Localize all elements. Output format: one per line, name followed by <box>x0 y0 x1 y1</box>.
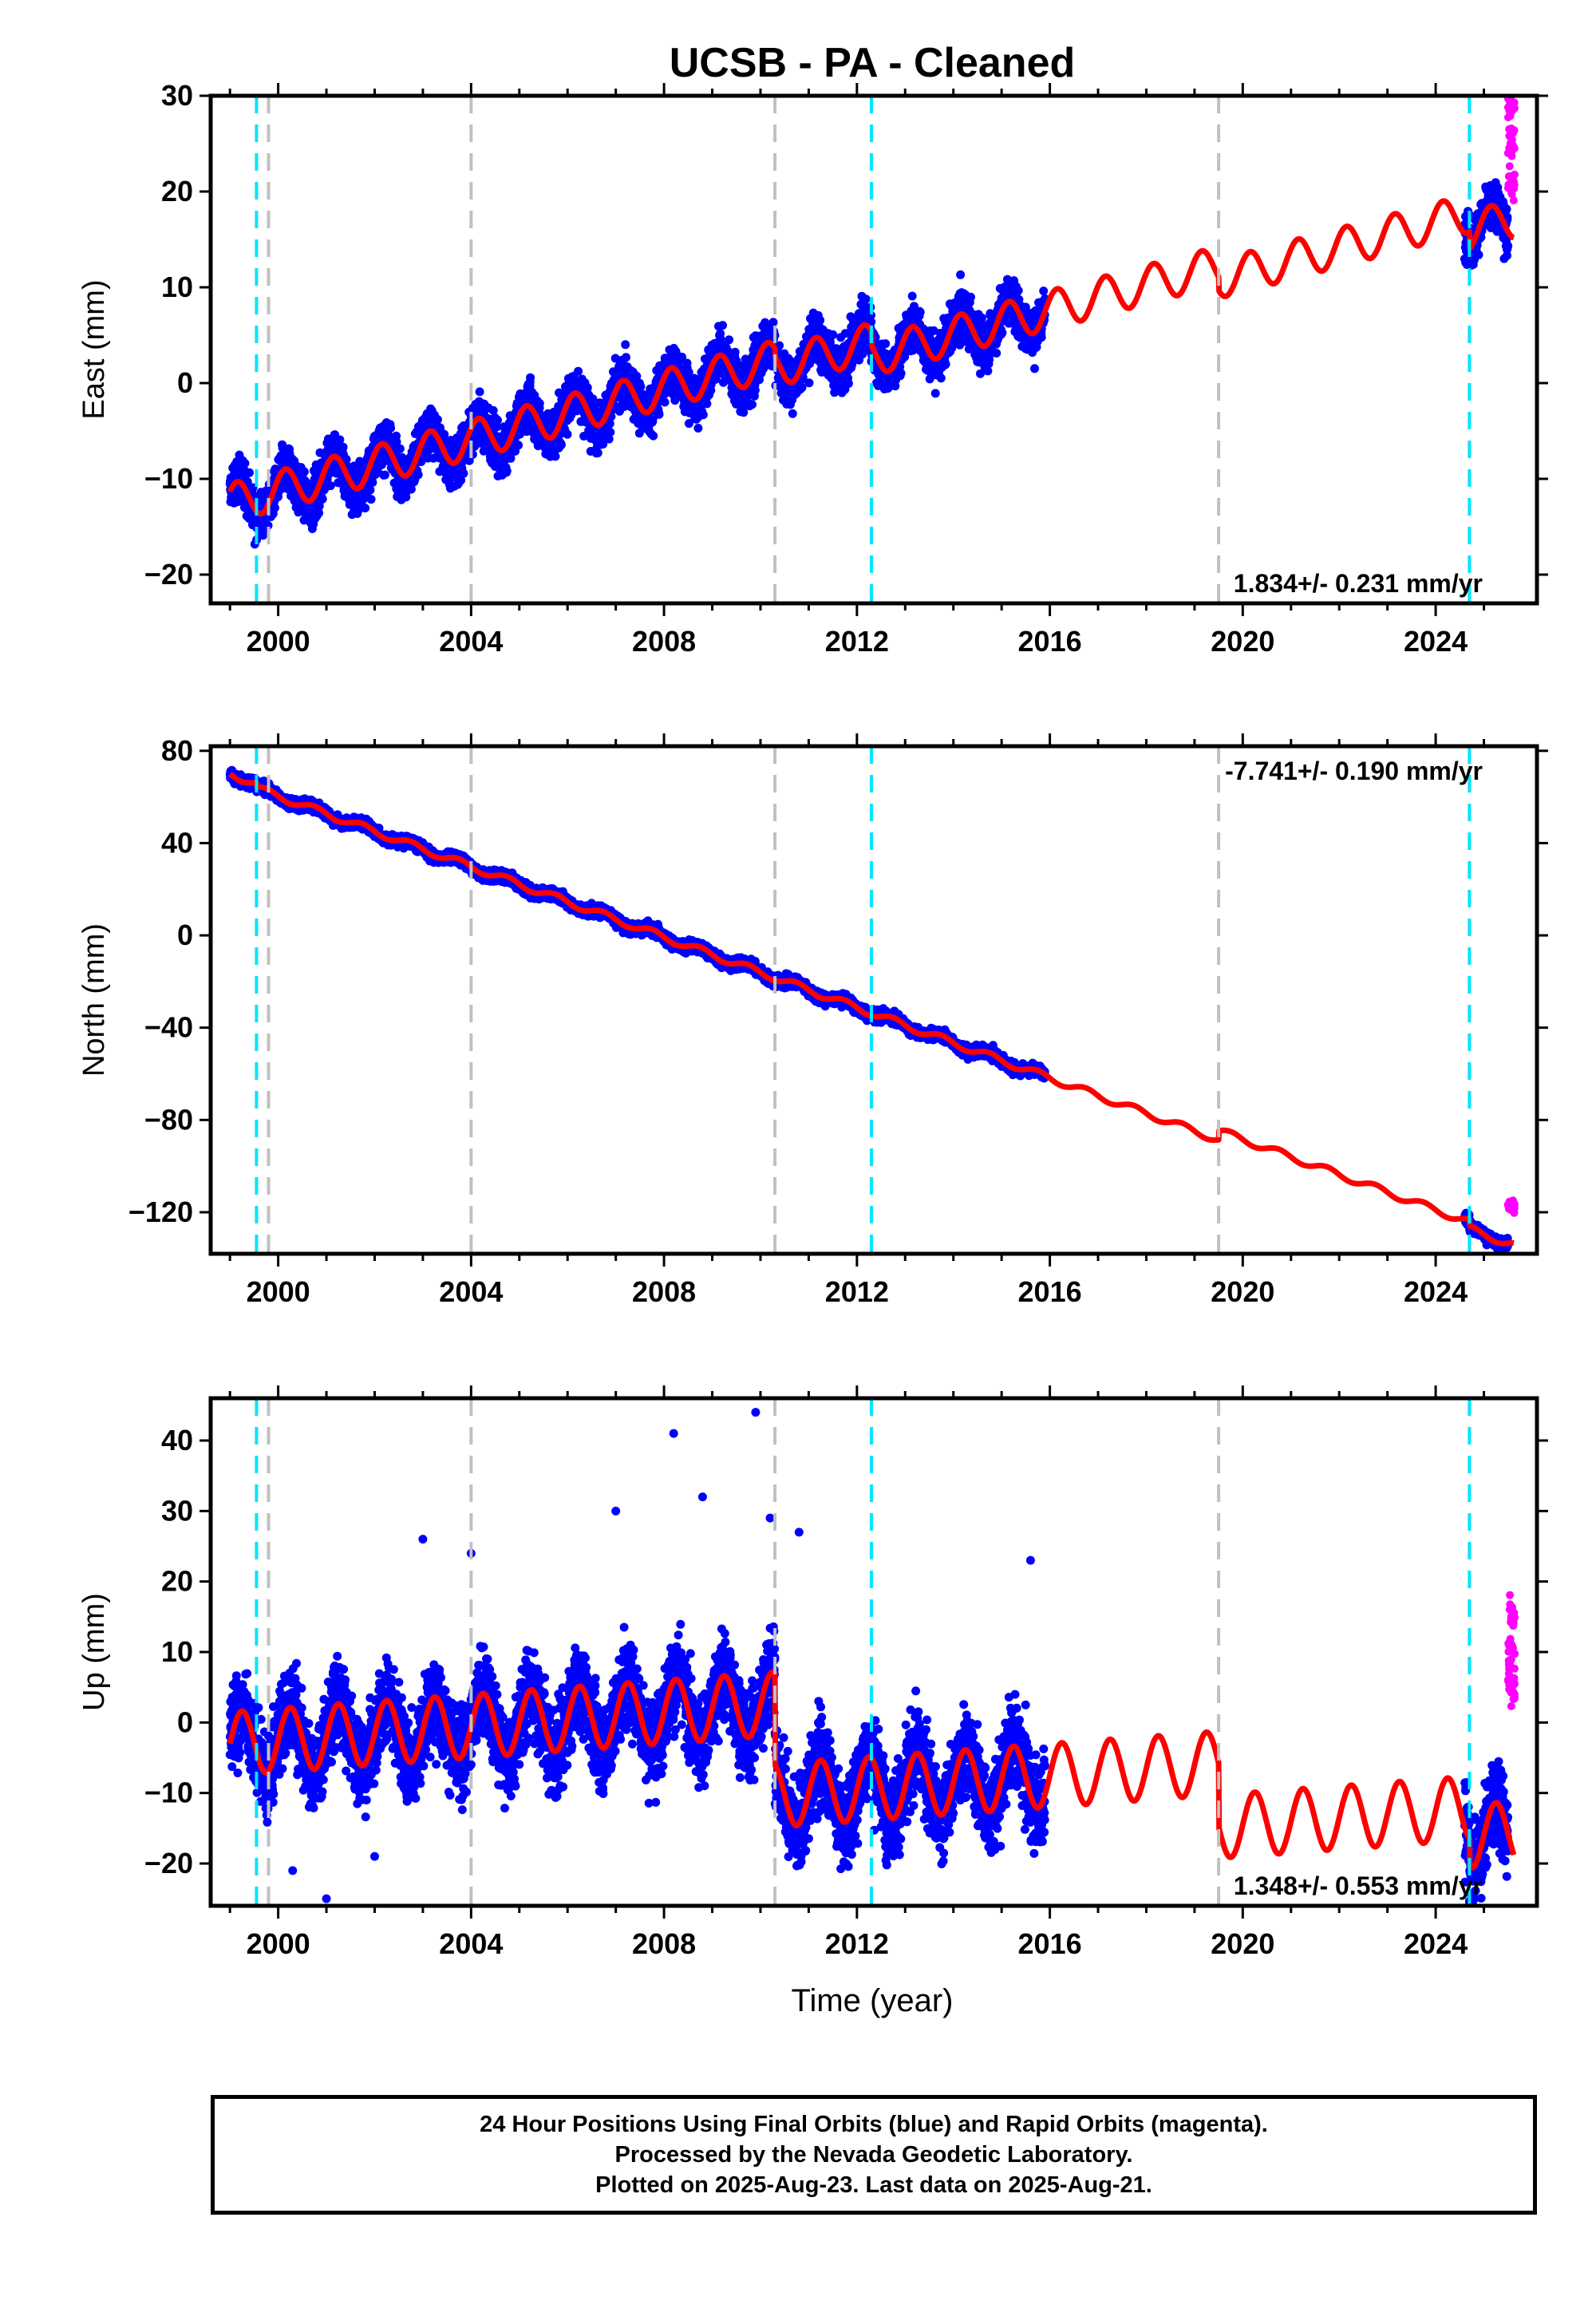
data-point <box>368 478 377 487</box>
data-point <box>804 378 814 388</box>
data-point <box>977 313 986 322</box>
data-point <box>563 429 572 439</box>
data-point <box>861 294 871 304</box>
data-point <box>326 481 335 491</box>
data-point <box>622 353 630 362</box>
data-point <box>574 366 583 376</box>
data-point <box>956 270 966 279</box>
data-point <box>433 415 442 425</box>
data-point <box>406 484 416 494</box>
data-point <box>475 387 484 397</box>
data-point <box>606 428 615 437</box>
data-point <box>621 340 630 350</box>
data-point <box>318 494 327 504</box>
data-point <box>514 441 523 450</box>
data-point <box>896 369 906 378</box>
data-point <box>828 330 838 339</box>
data-point <box>941 359 950 369</box>
chart-title: UCSB - PA - Cleaned <box>670 40 1076 86</box>
data-point <box>380 470 389 480</box>
data-point <box>660 397 670 407</box>
data-point <box>459 468 468 478</box>
data-point <box>816 315 825 325</box>
data-point <box>535 399 544 408</box>
data-point <box>556 441 566 449</box>
data-point <box>361 504 370 513</box>
data-point <box>730 347 740 357</box>
data-point <box>240 459 250 468</box>
data-point <box>493 415 502 425</box>
data-point <box>654 409 664 419</box>
plot-area-east <box>225 96 1519 549</box>
data-point <box>386 423 396 433</box>
data-point <box>750 385 760 395</box>
data-point <box>395 444 405 453</box>
data-point <box>768 318 778 327</box>
data-point <box>718 321 728 330</box>
data-point <box>907 291 917 301</box>
data-point <box>748 400 757 409</box>
data-point <box>413 470 423 480</box>
data-point <box>698 410 708 420</box>
data-point <box>271 503 279 512</box>
data-point <box>843 379 853 388</box>
data-point <box>936 373 946 383</box>
data-point <box>966 292 975 302</box>
data-point <box>551 452 560 461</box>
scatter-final-east <box>225 178 1513 549</box>
data-point <box>335 435 345 445</box>
data-point <box>314 508 324 518</box>
data-point <box>930 389 940 398</box>
data-point <box>365 485 375 495</box>
data-point <box>342 455 351 464</box>
data-point <box>526 373 535 382</box>
data-point <box>725 335 734 345</box>
data-point <box>593 449 602 457</box>
data-point <box>358 495 368 504</box>
data-point <box>693 424 703 433</box>
data-point <box>366 495 376 504</box>
data-point <box>797 383 807 393</box>
data-point <box>338 442 348 452</box>
data-point <box>881 339 891 349</box>
data-point <box>649 431 658 441</box>
data-point <box>502 466 512 476</box>
data-point <box>636 382 646 391</box>
data-point <box>299 467 309 476</box>
data-point <box>263 520 273 530</box>
data-point <box>440 429 449 439</box>
data-point <box>245 468 254 477</box>
data-point <box>915 307 925 317</box>
data-point <box>788 409 797 418</box>
